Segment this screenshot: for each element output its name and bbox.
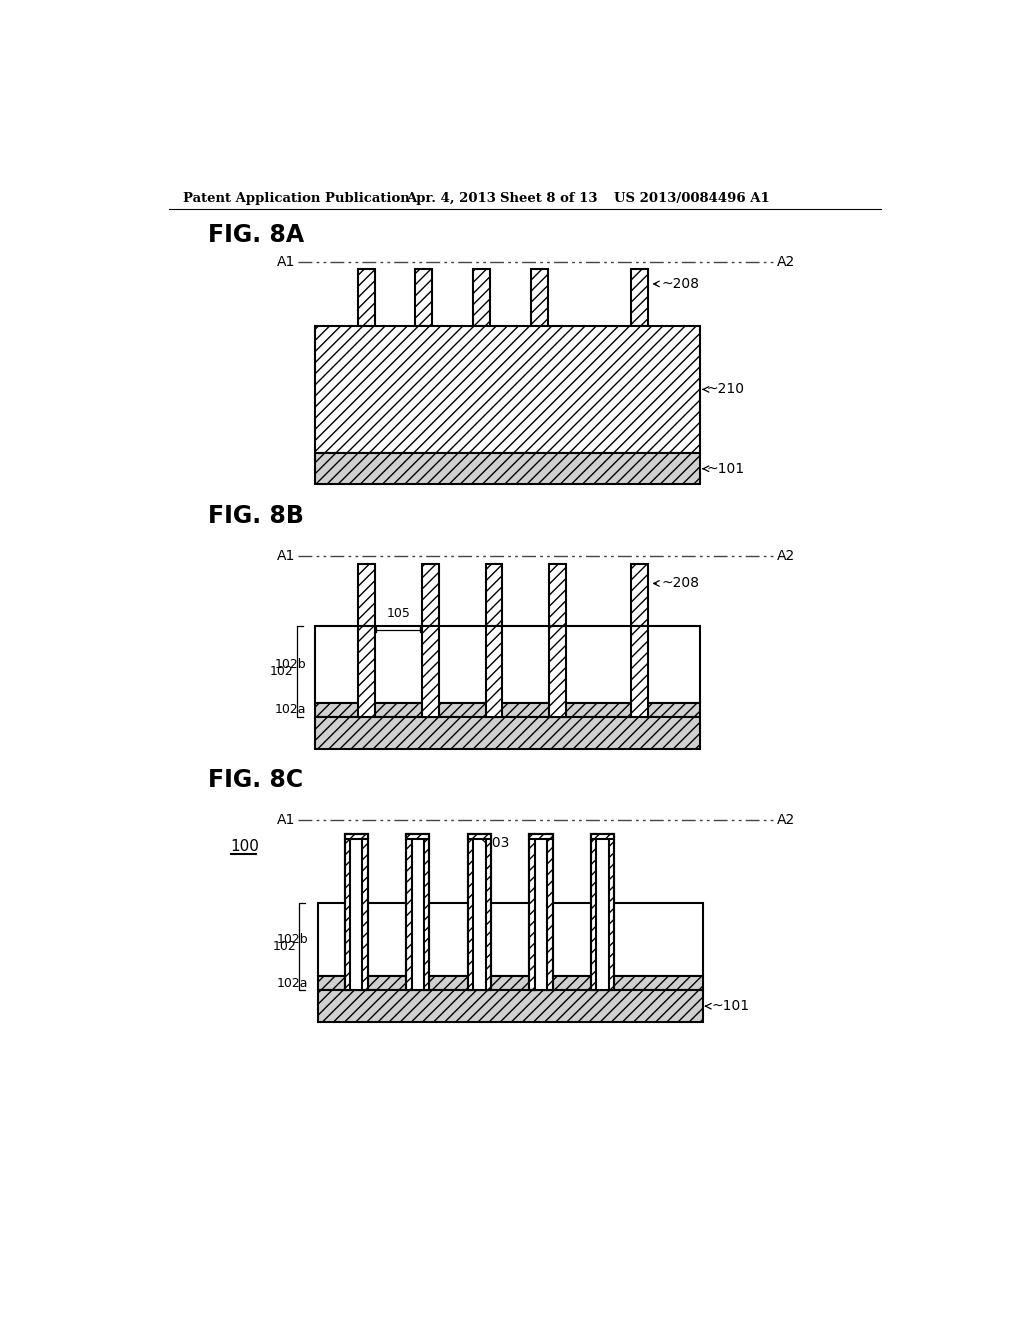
Bar: [591, 834, 614, 990]
Bar: [412, 840, 424, 990]
Text: A2: A2: [776, 813, 795, 826]
Bar: [315, 717, 700, 748]
Bar: [317, 977, 702, 990]
Text: 102: 102: [272, 940, 296, 953]
Bar: [357, 626, 375, 717]
Bar: [468, 834, 473, 990]
Text: A2: A2: [776, 549, 795, 564]
Text: FIG. 8C: FIG. 8C: [208, 768, 303, 792]
Text: ~210: ~210: [703, 383, 744, 396]
Bar: [362, 834, 368, 990]
Bar: [485, 834, 490, 990]
Text: A1: A1: [276, 255, 295, 269]
Text: 100: 100: [230, 840, 259, 854]
Text: Sheet 8 of 13: Sheet 8 of 13: [500, 191, 598, 205]
Text: 105: 105: [386, 607, 410, 619]
Bar: [407, 834, 412, 990]
Bar: [485, 626, 503, 717]
Text: A2: A2: [776, 255, 795, 269]
Text: 102a: 102a: [274, 704, 306, 717]
Text: 102b: 102b: [276, 933, 308, 946]
Text: A1: A1: [276, 549, 295, 564]
Bar: [631, 564, 648, 626]
Bar: [468, 834, 490, 840]
Bar: [550, 626, 566, 717]
Bar: [547, 834, 553, 990]
Bar: [407, 834, 429, 990]
Bar: [345, 834, 368, 840]
Bar: [529, 834, 553, 840]
Bar: [357, 564, 375, 626]
Text: ~101: ~101: [706, 999, 750, 1014]
Text: US 2013/0084496 A1: US 2013/0084496 A1: [614, 191, 770, 205]
Bar: [608, 834, 614, 990]
Bar: [315, 702, 700, 717]
Bar: [473, 840, 485, 990]
Bar: [315, 453, 700, 484]
Bar: [317, 903, 702, 977]
Bar: [473, 268, 490, 326]
Bar: [422, 564, 438, 626]
Text: FIG. 8A: FIG. 8A: [208, 223, 304, 247]
Bar: [468, 834, 490, 990]
Bar: [535, 840, 547, 990]
Bar: [315, 626, 700, 702]
Bar: [350, 840, 362, 990]
Bar: [357, 268, 375, 326]
Text: 103: 103: [480, 836, 510, 850]
Text: FIG. 8B: FIG. 8B: [208, 504, 303, 528]
Text: Apr. 4, 2013: Apr. 4, 2013: [407, 191, 496, 205]
Bar: [529, 834, 553, 990]
Bar: [596, 840, 608, 990]
Bar: [529, 834, 535, 990]
Bar: [550, 564, 566, 626]
Bar: [407, 834, 429, 840]
Text: 102a: 102a: [276, 977, 308, 990]
Text: ~208: ~208: [653, 277, 699, 290]
Bar: [424, 834, 429, 990]
Bar: [315, 326, 700, 453]
Bar: [416, 268, 432, 326]
Text: ~101: ~101: [703, 462, 744, 475]
Bar: [345, 834, 350, 990]
Text: 102: 102: [270, 665, 294, 677]
Bar: [485, 564, 503, 626]
Text: 102b: 102b: [274, 657, 306, 671]
Text: ~208: ~208: [653, 577, 699, 590]
Bar: [317, 990, 702, 1022]
Text: Patent Application Publication: Patent Application Publication: [183, 191, 410, 205]
Bar: [422, 626, 438, 717]
Bar: [531, 268, 548, 326]
Text: A1: A1: [276, 813, 295, 826]
Bar: [631, 626, 648, 717]
Bar: [631, 268, 648, 326]
Bar: [591, 834, 596, 990]
Bar: [591, 834, 614, 840]
Bar: [345, 834, 368, 990]
